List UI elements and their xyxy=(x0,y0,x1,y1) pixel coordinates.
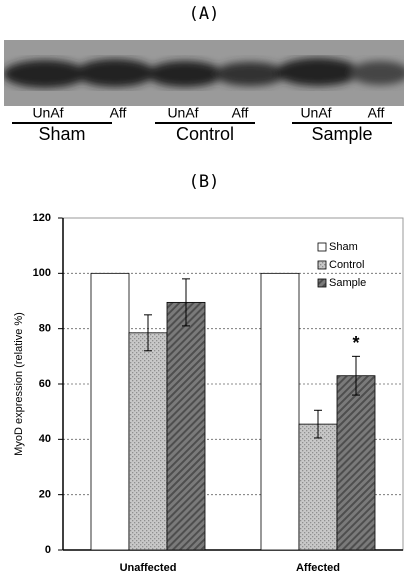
bar xyxy=(91,273,129,550)
group-label: Control xyxy=(176,124,234,144)
bar xyxy=(129,333,167,550)
annotation: * xyxy=(352,333,359,353)
lane-label: UnAf xyxy=(32,105,63,121)
lane-label: UnAf xyxy=(300,105,331,121)
y-tick-label: 120 xyxy=(33,212,51,224)
figure: (A) UnAf Aff Sham UnAf Aff Control UnAf Aff Samp… xyxy=(0,0,408,578)
y-axis-label: MyoD expression (relative %) xyxy=(13,312,25,456)
legend-label: Sample xyxy=(329,277,366,289)
bar xyxy=(261,273,299,550)
y-tick-label: 40 xyxy=(39,433,51,445)
bar xyxy=(167,302,205,550)
group-label: Sham xyxy=(38,124,85,144)
legend-label: Control xyxy=(329,259,364,271)
lane-label: Aff xyxy=(110,105,127,121)
y-tick-label: 80 xyxy=(39,323,51,335)
bar xyxy=(299,424,337,550)
x-tick-label: Unaffected xyxy=(120,562,177,574)
lane-label: Aff xyxy=(232,105,249,121)
y-tick-label: 20 xyxy=(39,489,51,501)
lane-label: Aff xyxy=(368,105,385,121)
y-tick-label: 0 xyxy=(45,544,51,556)
bar xyxy=(337,376,375,550)
legend-pattern xyxy=(318,279,326,287)
lane-label: UnAf xyxy=(167,105,198,121)
group-label: Sample xyxy=(311,124,372,144)
y-tick-label: 60 xyxy=(39,378,51,390)
chart-title: (B) xyxy=(189,172,220,192)
x-tick-label: Affected xyxy=(296,562,340,574)
panel-a-title: (A) xyxy=(189,4,220,24)
legend-swatch xyxy=(318,243,326,251)
legend-label: Sham xyxy=(329,241,358,253)
y-tick-label: 100 xyxy=(33,267,51,279)
legend-pattern xyxy=(318,261,326,269)
blot-image xyxy=(3,40,408,106)
